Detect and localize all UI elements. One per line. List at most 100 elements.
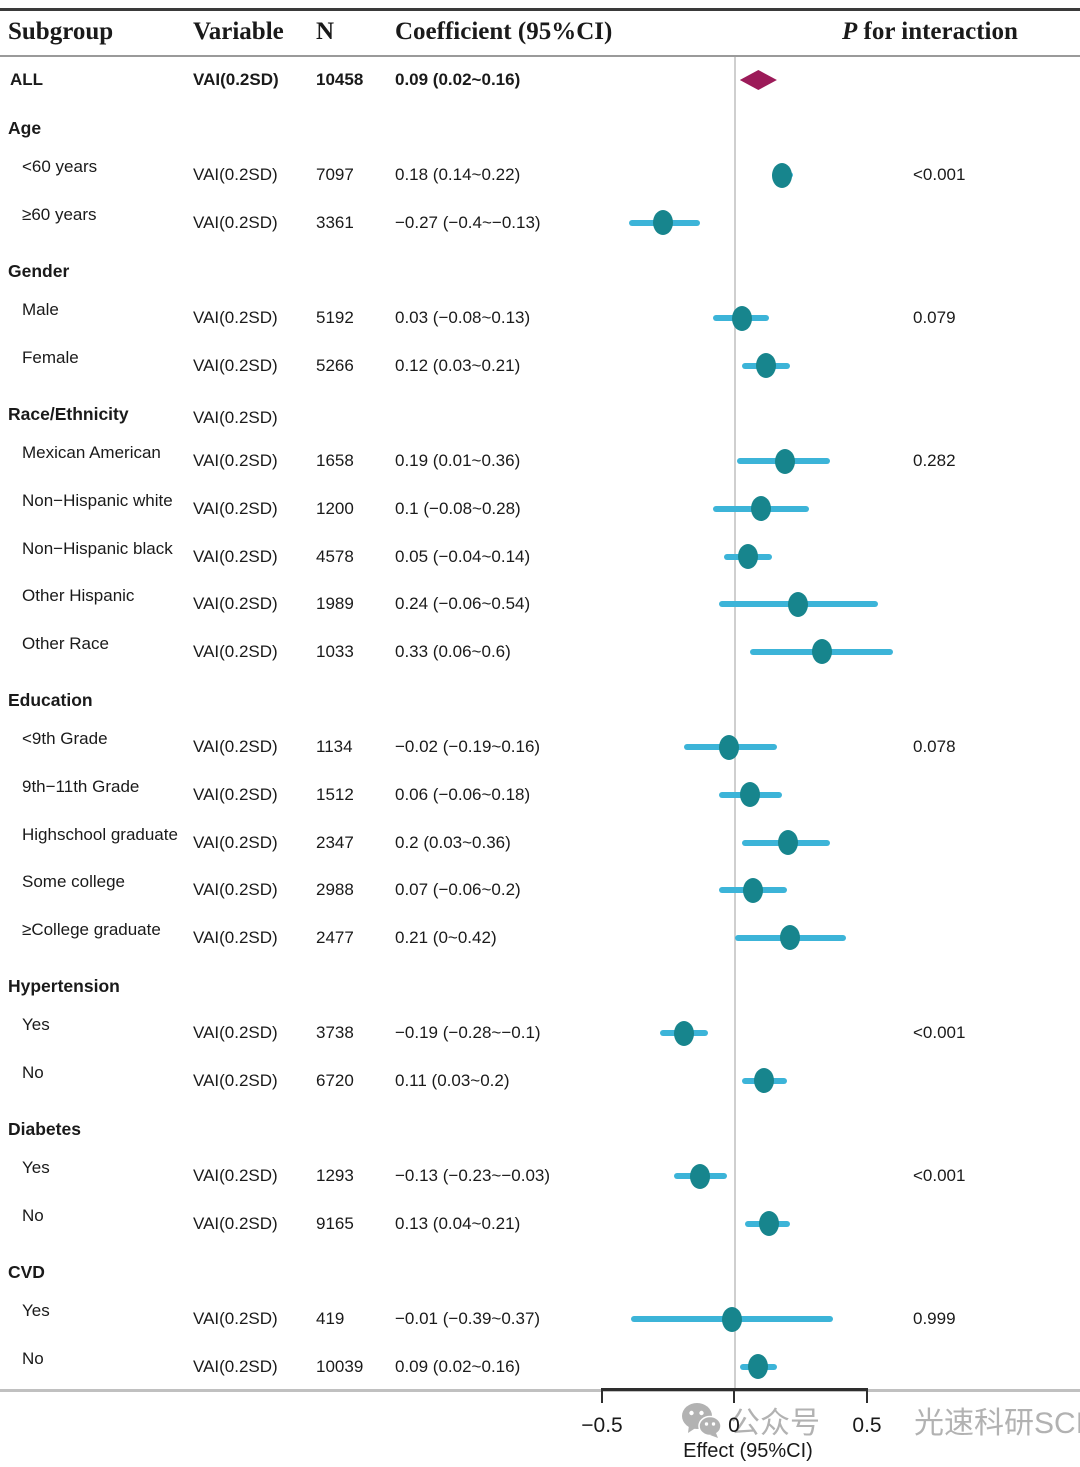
effect-point (811, 639, 832, 665)
axis-tick-right (866, 1388, 868, 1403)
subgroup-cell: Yes (22, 1015, 50, 1035)
effect-diamond (739, 70, 777, 90)
p-rest: for interaction (857, 18, 1018, 45)
n-cell: 9165 (316, 1213, 354, 1233)
coefficient-cell: 0.06 (−0.06~0.18) (395, 784, 531, 804)
coefficient-cell: 0.11 (0.03~0.2) (395, 1070, 510, 1090)
coefficient-cell: 0.09 (0.02~0.16) (395, 1356, 521, 1376)
subgroup-cell: Other Race (22, 633, 109, 653)
subgroup-cell: Mexican American (22, 443, 161, 463)
effect-point (788, 591, 809, 617)
p-value-cell: 0.078 (913, 737, 956, 757)
n-cell: 1293 (316, 1166, 354, 1186)
subgroup-cell: Non−Hispanic black (22, 538, 173, 558)
col-header-variable: Variable (193, 18, 284, 45)
subgroup-cell: Yes (22, 1301, 50, 1321)
p-value-cell: 0.999 (913, 1309, 956, 1329)
subgroup-cell: Highschool graduate (22, 824, 178, 844)
effect-point (719, 734, 740, 760)
variable-cell: VAI(0.2SD) (193, 594, 278, 614)
coefficient-cell: 0.09 (0.02~0.16) (395, 70, 521, 89)
p-value-cell: <0.001 (913, 1166, 966, 1186)
effect-point (732, 305, 753, 331)
variable-cell: VAI(0.2SD) (193, 832, 278, 852)
variable-cell: VAI(0.2SD) (193, 1166, 278, 1186)
variable-cell: VAI(0.2SD) (193, 1213, 278, 1233)
coefficient-cell: 0.03 (−0.08~0.13) (395, 308, 531, 328)
effect-point (740, 782, 761, 808)
variable-cell: VAI(0.2SD) (193, 880, 278, 900)
n-cell: 1512 (316, 784, 354, 804)
axis-tick-label-05: 0.5 (852, 1414, 882, 1437)
p-value-cell: 0.282 (913, 451, 956, 471)
top-rule (0, 8, 1080, 11)
coefficient-cell: −0.19 (−0.28~−0.1) (395, 1023, 541, 1043)
subgroup-cell: Female (22, 347, 79, 367)
col-header-p-interaction: P for interaction (842, 18, 1018, 46)
variable-cell: VAI(0.2SD) (193, 70, 279, 89)
effect-point (777, 830, 798, 856)
variable-cell: VAI(0.2SD) (193, 1309, 278, 1329)
n-cell: 1989 (316, 594, 354, 614)
section-label: Education (8, 689, 93, 710)
coefficient-cell: 0.13 (0.04~0.21) (395, 1213, 521, 1233)
subgroup-cell: <60 years (22, 157, 98, 177)
subgroup-cell: Non−Hispanic white (22, 490, 173, 510)
variable-cell: VAI(0.2SD) (193, 927, 278, 947)
subgroup-cell: No (22, 1348, 44, 1368)
effect-point (652, 210, 673, 236)
subgroup-cell: Male (22, 300, 59, 320)
header-rule (0, 55, 1080, 57)
effect-point (721, 1306, 742, 1332)
p-value-cell: <0.001 (913, 1023, 966, 1043)
col-header-subgroup: Subgroup (8, 18, 114, 45)
n-cell: 10039 (316, 1356, 364, 1376)
n-cell: 3738 (316, 1023, 354, 1043)
effect-point (753, 1068, 774, 1094)
section-label: CVD (8, 1261, 45, 1282)
subgroup-cell: Yes (22, 1158, 50, 1178)
coefficient-cell: 0.19 (0.01~0.36) (395, 451, 521, 471)
effect-point (690, 1163, 711, 1189)
section-label: Hypertension (8, 975, 120, 996)
effect-point (756, 353, 777, 379)
effect-point (748, 1354, 769, 1380)
coefficient-cell: 0.21 (0~0.42) (395, 927, 497, 947)
effect-point (674, 1020, 695, 1046)
coefficient-cell: 0.05 (−0.04~0.14) (395, 546, 531, 566)
n-cell: 7097 (316, 165, 354, 185)
subgroup-cell: ≥College graduate (22, 919, 161, 939)
n-cell: 5266 (316, 355, 354, 375)
wechat-icon (682, 1403, 722, 1438)
axis-tick-left (601, 1388, 603, 1403)
subgroup-cell: Other Hispanic (22, 586, 135, 606)
variable-cell: VAI(0.2SD) (193, 355, 278, 375)
subgroup-cell: <9th Grade (22, 729, 108, 749)
p-value-cell: 0.079 (913, 308, 956, 328)
col-header-n: N (316, 18, 335, 45)
effect-point (780, 925, 801, 951)
n-cell: 3361 (316, 212, 354, 232)
effect-point (774, 448, 795, 474)
subgroup-cell: 9th−11th Grade (22, 776, 140, 796)
variable-cell: VAI(0.2SD) (193, 212, 278, 232)
effect-point (737, 544, 758, 570)
n-cell: 2347 (316, 832, 354, 852)
subgroup-cell: No (22, 1062, 44, 1082)
subgroup-cell: ALL (10, 70, 44, 89)
coefficient-cell: 0.07 (−0.06~0.2) (395, 880, 521, 900)
coefficient-cell: −0.27 (−0.4~−0.13) (395, 212, 541, 232)
axis-tick-label-minus05: −0.5 (581, 1414, 623, 1437)
watermark-text-2: 光速科研SCI (914, 1407, 1080, 1440)
bottom-rule (0, 1389, 1080, 1392)
col-header-coefficient: Coefficient (95%CI) (395, 18, 613, 45)
coefficient-cell: −0.13 (−0.23~−0.03) (395, 1166, 551, 1186)
coefficient-cell: 0.18 (0.14~0.22) (395, 165, 521, 185)
n-cell: 6720 (316, 1070, 354, 1090)
variable-cell: VAI(0.2SD) (193, 737, 278, 757)
variable-cell: VAI(0.2SD) (193, 407, 278, 427)
n-cell: 419 (316, 1309, 345, 1329)
n-cell: 1658 (316, 451, 354, 471)
